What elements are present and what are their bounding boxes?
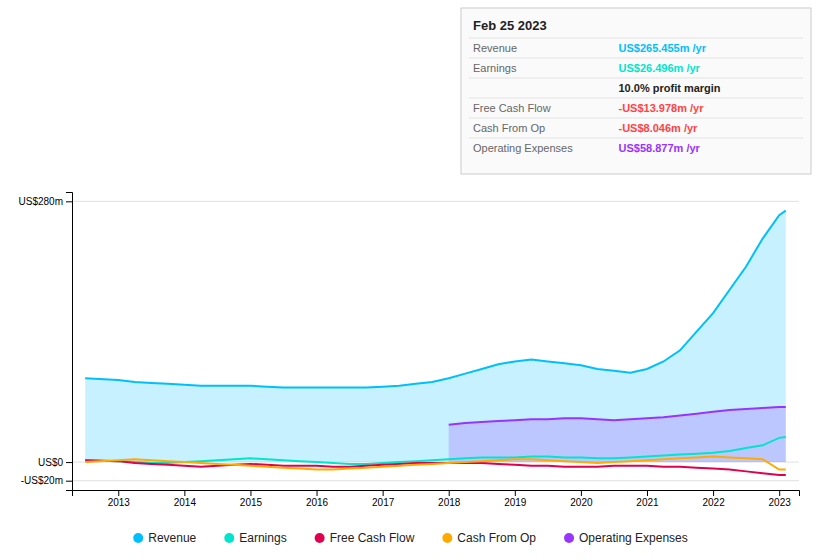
info-box: Feb 25 2023 Revenue US$265.455m /yr Earning…	[461, 8, 811, 174]
tick-mark	[449, 490, 450, 496]
info-label: Revenue	[473, 42, 517, 54]
separator	[469, 118, 803, 119]
y-axis: US$280m US$0 -US$20m	[19, 193, 73, 491]
tick: 2014	[174, 490, 197, 508]
separator	[469, 78, 803, 79]
legend-item: Operating Expenses	[564, 531, 688, 545]
line	[85, 437, 786, 464]
legend-label: Operating Expenses	[579, 531, 688, 545]
tick-label: 2015	[240, 497, 263, 508]
tick: -US$20m	[21, 475, 72, 486]
tick-label: 2021	[636, 497, 659, 508]
tick-mark	[713, 490, 714, 496]
info-label: Free Cash Flow	[473, 102, 551, 114]
info-label: Operating Expenses	[473, 142, 573, 154]
legend: Revenue Earnings Free Cash Flow Cash From O…	[133, 531, 688, 545]
tick-label: US$280m	[19, 196, 63, 207]
separator	[469, 138, 803, 139]
info-date: Feb 25 2023	[473, 18, 547, 33]
legend-item: Free Cash Flow	[315, 531, 415, 545]
tick-mark	[66, 481, 72, 482]
tick: US$280m	[19, 196, 72, 207]
x-axis: 2013 2014 2015 2016 2017 2018 2019 2020 2021 2022…	[73, 490, 800, 508]
tick-label: 2016	[306, 497, 329, 508]
legend-item: Earnings	[224, 531, 286, 545]
separator	[469, 98, 803, 99]
tick-label: 2018	[438, 497, 461, 508]
tick: 2015	[240, 490, 263, 508]
info-label: Cash From Op	[473, 122, 545, 134]
grid-line	[72, 480, 799, 481]
tick-mark	[66, 462, 72, 463]
tick-mark	[118, 490, 119, 496]
tick: 2019	[504, 490, 527, 508]
legend-label: Cash From Op	[457, 531, 536, 545]
line	[85, 456, 786, 469]
axis-line	[73, 491, 800, 497]
tick: 2018	[438, 490, 461, 508]
tick-mark	[515, 490, 516, 496]
area	[85, 211, 786, 462]
legend-swatch	[133, 533, 143, 543]
tick-mark	[184, 490, 185, 496]
info-value: 10.0% profit margin	[619, 82, 721, 94]
tick: 2016	[306, 490, 329, 508]
legend-swatch	[315, 533, 325, 543]
line	[85, 211, 786, 388]
tick-label: 2017	[372, 497, 395, 508]
info-label: Earnings	[473, 62, 517, 74]
legend-item: Revenue	[133, 531, 196, 545]
info-value: US$265.455m /yr	[619, 42, 707, 54]
tick-label: 2013	[108, 497, 131, 508]
grid-line	[72, 201, 799, 202]
info-value: US$58.877m /yr	[619, 142, 701, 154]
tick-mark	[66, 201, 72, 202]
grid	[72, 201, 799, 480]
tick-label: 2019	[504, 497, 527, 508]
tick-label: 2023	[769, 497, 792, 508]
tick-mark	[779, 490, 780, 496]
info-box-frame	[461, 8, 811, 174]
tick-label: 2022	[702, 497, 725, 508]
info-value: US$26.496m /yr	[619, 62, 701, 74]
tick-label: 2020	[570, 497, 593, 508]
tick: US$0	[38, 457, 72, 468]
tick-label: US$0	[38, 457, 63, 468]
tick: 2023	[769, 490, 792, 508]
legend-swatch	[442, 533, 452, 543]
tick-mark	[647, 490, 648, 496]
line	[449, 407, 786, 425]
tick-label: -US$20m	[21, 475, 63, 486]
chart: 2013 2014 2015 2016 2017 2018 2019 2020 2021 2022…	[0, 0, 821, 560]
legend-item: Cash From Op	[442, 531, 536, 545]
legend-label: Revenue	[148, 531, 196, 545]
info-value: -US$8.046m /yr	[619, 122, 699, 134]
area	[449, 407, 786, 462]
legend-label: Free Cash Flow	[330, 531, 415, 545]
tick-label: 2014	[174, 497, 197, 508]
tick: 2017	[372, 490, 395, 508]
tick: 2021	[636, 490, 659, 508]
separator	[469, 58, 803, 59]
plot-area	[85, 211, 786, 475]
tick: 2013	[108, 490, 131, 508]
legend-swatch	[564, 533, 574, 543]
tick: 2020	[570, 490, 593, 508]
tick-mark	[250, 490, 251, 496]
tick: 2022	[702, 490, 725, 508]
info-value: -US$13.978m /yr	[619, 102, 705, 114]
axis-line	[66, 193, 73, 491]
separator	[469, 38, 803, 39]
tick-mark	[383, 490, 384, 496]
tick-mark	[317, 490, 318, 496]
legend-label: Earnings	[239, 531, 286, 545]
legend-swatch	[224, 533, 234, 543]
tick-mark	[581, 490, 582, 496]
